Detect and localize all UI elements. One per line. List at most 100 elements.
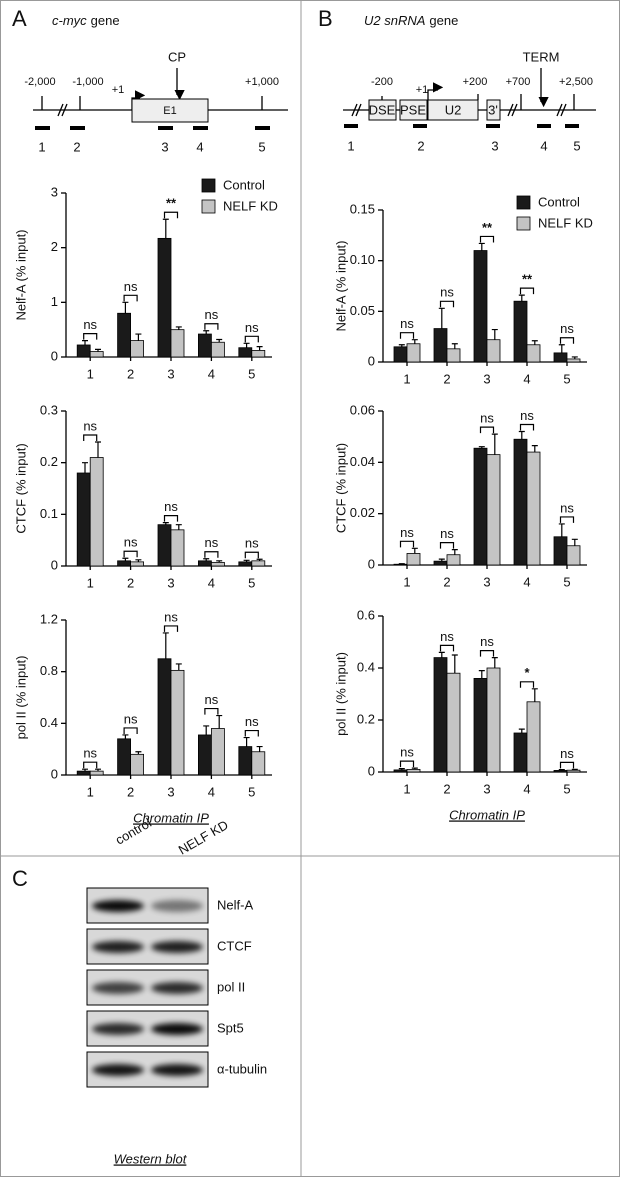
y-axis-label: pol II (% input)	[13, 656, 28, 740]
position-label: +2,500	[559, 76, 593, 88]
box-label: U2	[445, 102, 462, 117]
error-bar	[518, 294, 525, 302]
primer	[70, 126, 85, 130]
row-label: pol II	[217, 979, 245, 994]
bar	[130, 753, 145, 776]
band	[151, 900, 203, 912]
error-bar	[491, 657, 498, 668]
x-tick-label: 1	[403, 371, 410, 386]
primers	[35, 126, 270, 130]
error-bar	[135, 559, 142, 562]
significance-bracket	[83, 761, 98, 769]
y-tick-label: 0.4	[357, 659, 375, 674]
bar	[566, 358, 581, 363]
significance-label: ns	[520, 408, 534, 423]
bar	[238, 347, 253, 358]
y-tick-label: 0.10	[350, 252, 375, 267]
significance-label: **	[522, 272, 533, 287]
bar	[473, 447, 488, 566]
x-axis-label: Chromatin IP	[449, 807, 525, 822]
bar	[76, 770, 91, 776]
significance-bracket	[244, 335, 259, 343]
primer	[486, 124, 500, 128]
bar	[89, 351, 104, 358]
error-bar	[478, 670, 485, 679]
blot-caption: Western blot	[114, 1151, 188, 1166]
legend-label: NELF KD	[538, 215, 593, 230]
significance-bracket	[439, 644, 455, 652]
band	[92, 1023, 144, 1035]
error-bar	[558, 523, 565, 537]
blot: Nelf-A CTCF pol II Spt5 α-tubulin	[86, 887, 267, 1088]
bar	[526, 701, 541, 773]
significance-bracket	[123, 727, 138, 734]
significance-label: ns	[245, 536, 259, 551]
box-label: E1	[163, 105, 176, 117]
primer	[565, 124, 579, 128]
bar	[433, 328, 448, 363]
bar	[473, 250, 488, 363]
gene-title: c-myc gene	[52, 13, 120, 28]
bar	[566, 545, 581, 566]
position-label: +200	[463, 76, 488, 88]
bar	[446, 672, 461, 773]
y-tick-label: 0.2	[357, 711, 375, 726]
y-axis-label: Nelf-A (% input)	[333, 240, 348, 331]
significance-label: ns	[245, 714, 259, 729]
bar	[89, 770, 104, 776]
exon-box	[131, 98, 209, 123]
x-tick-label: 1	[87, 575, 94, 590]
significance-bracket	[559, 761, 575, 769]
error-bar	[95, 441, 101, 458]
marker-label: TERM	[523, 49, 560, 64]
x-tick-label: 4	[208, 575, 215, 590]
error-bar	[256, 558, 263, 561]
error-bar	[175, 663, 182, 671]
bar	[473, 678, 488, 773]
x-tick-label: 4	[523, 371, 530, 386]
error-bar	[438, 651, 445, 658]
error-bar	[411, 339, 418, 344]
bar	[251, 350, 266, 358]
y-tick-label: 0	[51, 766, 58, 781]
significance-label: ns	[83, 418, 97, 433]
error-bar	[571, 356, 578, 359]
error-bar	[256, 745, 263, 752]
bar	[117, 312, 131, 358]
x-tick-label: 2	[443, 574, 450, 589]
bar	[486, 339, 501, 363]
row-label: Spt5	[217, 1020, 244, 1035]
gene-diagram	[343, 68, 596, 121]
bar	[446, 554, 461, 566]
bar	[526, 344, 541, 363]
gene-name: c-myc	[52, 13, 87, 28]
error-bar	[411, 547, 418, 554]
error-bar	[82, 462, 88, 473]
error-bar	[243, 736, 250, 747]
bar	[513, 300, 528, 363]
significance-label: ns	[400, 316, 414, 331]
y-tick-label: 0.8	[40, 663, 58, 678]
significance-label: ns	[480, 634, 494, 649]
x-tick-label: 2	[443, 371, 450, 386]
error-bar	[531, 688, 538, 702]
error-bar	[203, 330, 210, 335]
y-tick-label: 0.4	[40, 715, 58, 730]
primer-label: 5	[258, 139, 265, 154]
y-tick-label: 0.05	[350, 303, 375, 318]
y-tick-label: 0.6	[357, 607, 375, 622]
y-axis-label: Nelf-A (% input)	[13, 229, 28, 320]
error-bar	[135, 751, 142, 755]
y-tick-label: 0	[368, 556, 375, 571]
error-bar	[571, 768, 578, 771]
significance-bracket	[244, 551, 259, 559]
band	[92, 1064, 144, 1076]
box-label: 3'	[488, 102, 498, 117]
y-tick-label: 0	[368, 763, 375, 778]
x-tick-label: 2	[127, 784, 134, 799]
significance-label: ns	[124, 535, 138, 550]
bar	[197, 734, 212, 776]
significance-label: ns	[440, 629, 454, 644]
significance-bracket	[439, 300, 455, 308]
significance-label: ns	[164, 499, 178, 514]
